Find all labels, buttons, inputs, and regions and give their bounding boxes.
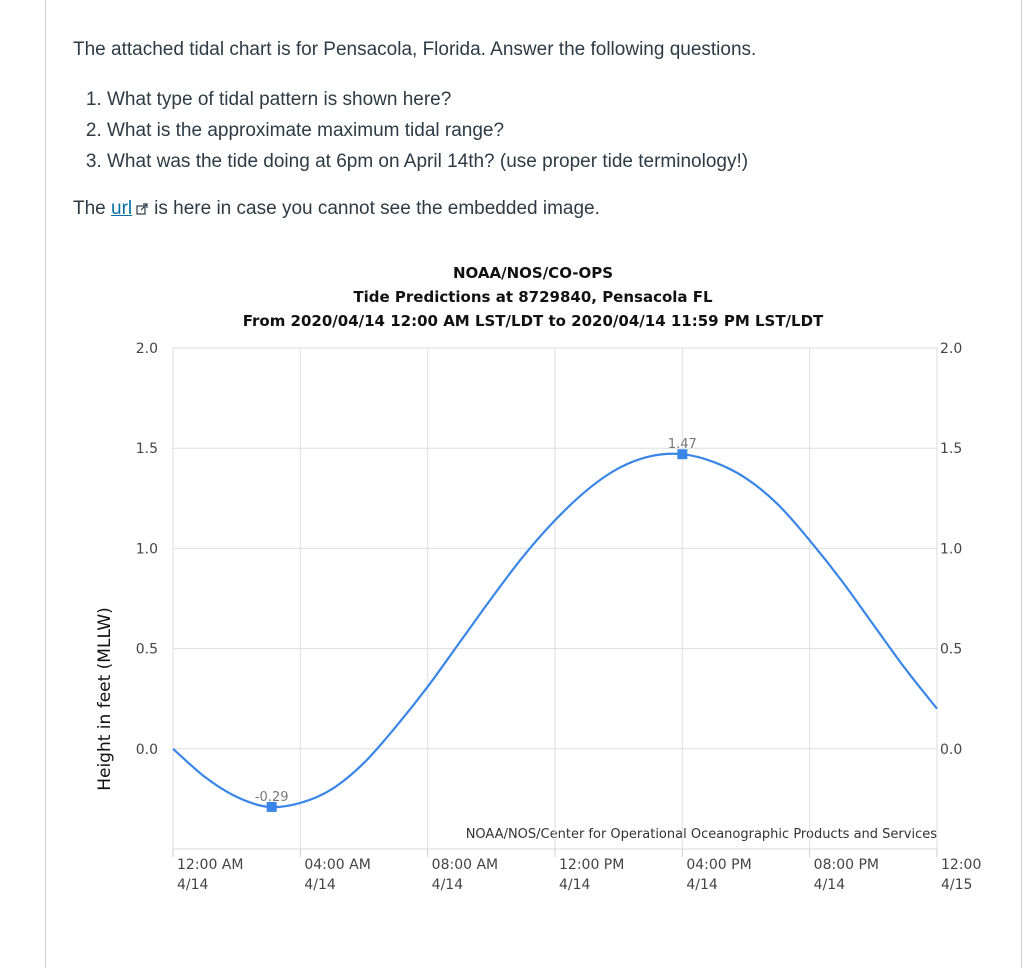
x-tick-label-time: 04:00 AM: [304, 857, 370, 873]
chart-grid: [172, 347, 938, 850]
tide-chart: NOAA/NOS/CO-OPS Tide Predictions at 8729…: [88, 252, 998, 902]
url-suffix: is here in case you cannot see the embed…: [154, 198, 600, 219]
url-line: The url is here in case you cannot see th…: [73, 195, 600, 224]
x-tick-label-date: 4/14: [304, 877, 336, 893]
extremum-label: 1.47: [668, 437, 697, 452]
extremum-marker: [266, 801, 277, 812]
content-frame: [45, 0, 1022, 968]
question-item-3: What was the tide doing at 6pm on April …: [107, 146, 748, 177]
x-tick-label-time: 12:00: [941, 857, 981, 873]
chart-credit: NOAA/NOS/Center for Operational Oceanogr…: [466, 827, 938, 842]
extremum-label: -0.29: [255, 790, 289, 805]
x-tick-label-date: 4/14: [814, 877, 846, 893]
y-tick-label-right: 0.5: [940, 642, 962, 658]
chart-title-line-1: NOAA/NOS/CO-OPS: [453, 264, 613, 282]
chart-title-line-2: Tide Predictions at 8729840, Pensacola F…: [353, 288, 713, 306]
y-tick-label-right: 0.0: [940, 742, 962, 758]
y-axis-label: Height in feet (MLLW): [95, 607, 115, 791]
x-tick-label-date: 4/15: [941, 877, 972, 893]
x-tick-label-time: 12:00 AM: [177, 857, 243, 873]
y-tick-label-left: 1.0: [136, 541, 158, 557]
x-tick-label-date: 4/14: [432, 877, 464, 893]
y-tick-label-left: 0.0: [136, 742, 158, 758]
x-tick-label-date: 4/14: [559, 877, 591, 893]
url-prefix: The: [73, 198, 112, 219]
x-tick-label-date: 4/14: [686, 877, 718, 893]
y-tick-label-right: 2.0: [940, 341, 962, 357]
x-tick-label-time: 04:00 PM: [686, 857, 751, 873]
question-item-1: What type of tidal pattern is shown here…: [107, 84, 748, 115]
y-tick-label-left: 1.5: [136, 441, 158, 457]
extremum-marker: [677, 449, 688, 460]
y-tick-label-left: 0.5: [136, 642, 158, 658]
question-list: What type of tidal pattern is shown here…: [83, 84, 748, 177]
x-tick-label-time: 08:00 PM: [814, 857, 879, 873]
tide-chart-svg: NOAA/NOS/CO-OPS Tide Predictions at 8729…: [95, 264, 982, 893]
chart-title-line-3: From 2020/04/14 12:00 AM LST/LDT to 2020…: [243, 312, 824, 330]
url-link[interactable]: url: [111, 198, 133, 219]
y-tick-label-left: 2.0: [136, 341, 158, 357]
y-tick-label-right: 1.5: [940, 441, 962, 457]
x-tick-label-date: 4/14: [177, 877, 209, 893]
x-tick-label-time: 12:00 PM: [559, 857, 624, 873]
question-intro: The attached tidal chart is for Pensacol…: [73, 39, 757, 60]
tide-prediction-line: [172, 452, 938, 809]
external-link-icon[interactable]: [136, 196, 148, 224]
chart-titles: NOAA/NOS/CO-OPS Tide Predictions at 8729…: [243, 264, 824, 330]
y-tick-label-right: 1.0: [940, 541, 962, 557]
x-tick-label-time: 08:00 AM: [432, 857, 498, 873]
question-item-2: What is the approximate maximum tidal ra…: [107, 115, 748, 146]
chart-plot: -0.29 1.47: [172, 437, 938, 812]
chart-axes: 2.0 2.0 1.5 1.5 1.0 1.0 0.5 0.5 0.0 0.0 12:00 AM 4/…: [136, 341, 982, 893]
